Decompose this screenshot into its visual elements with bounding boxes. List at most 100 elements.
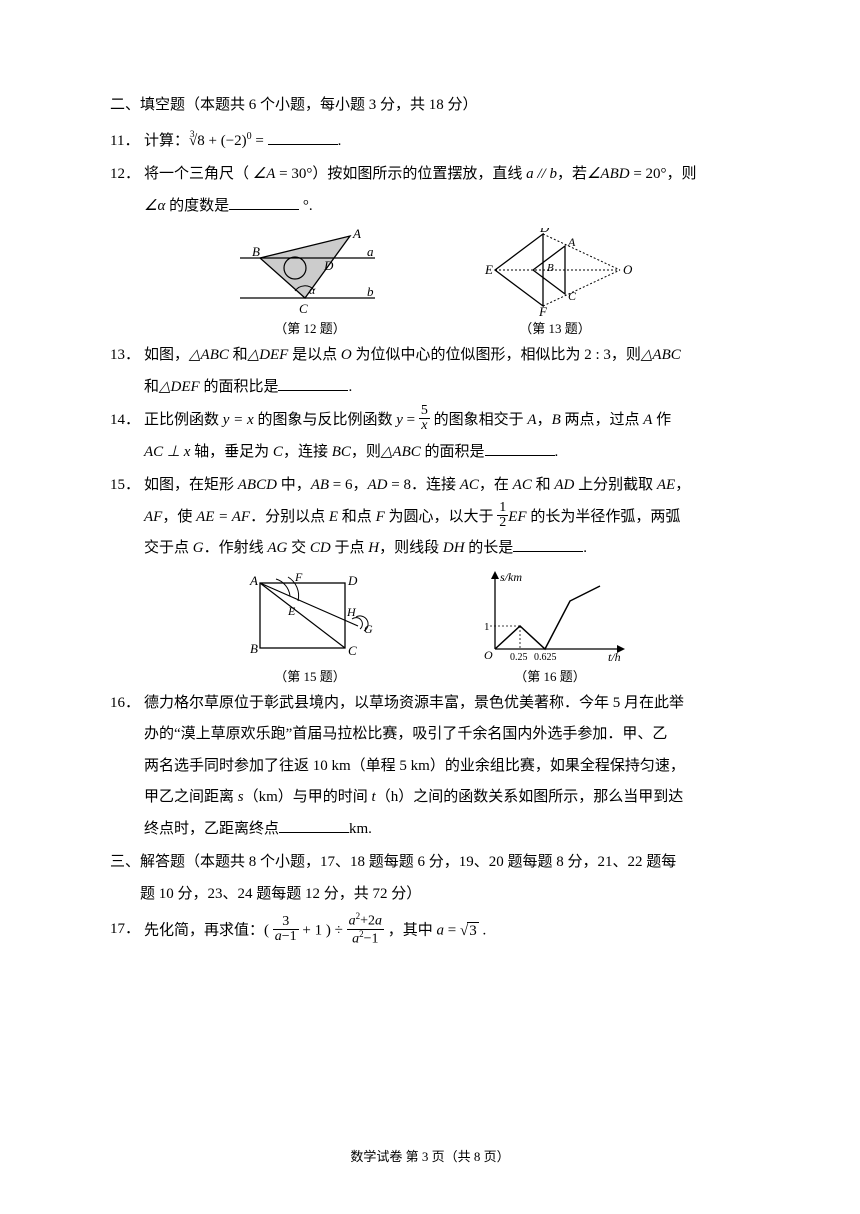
t: 的面积比是 <box>200 379 279 395</box>
t: ，连接 <box>283 444 332 460</box>
t: △ABC <box>381 444 421 460</box>
t: EF <box>508 509 526 525</box>
t: F <box>376 509 385 525</box>
t: △ABC <box>641 347 681 363</box>
svg-text:O: O <box>623 262 633 277</box>
t: E <box>329 509 338 525</box>
t: . <box>555 444 559 460</box>
t: O <box>341 347 352 363</box>
t: △DEF <box>248 347 289 363</box>
t: ABCD <box>238 477 277 493</box>
q12-number: 12． <box>110 159 144 222</box>
t: y <box>396 412 403 428</box>
t: = 6， <box>329 477 367 493</box>
q15-number: 15． <box>110 470 144 565</box>
t: 于点 <box>331 540 369 556</box>
q16-blank[interactable] <box>279 817 349 833</box>
q15-blank[interactable] <box>513 536 583 552</box>
svg-text:A: A <box>352 228 361 241</box>
s3h2: 题 10 分，23、24 题每题 12 分，共 72 分） <box>110 886 421 902</box>
figure-13: A B C D E F O （第 13 题） <box>475 228 635 338</box>
question-15: 15． 如图，在矩形 ABCD 中，AB = 6，AD = 8．连接 AC，在 … <box>110 470 760 565</box>
question-11: 11． 计算：3√8 + (−2)0 = . <box>110 126 760 158</box>
t: AE <box>657 477 675 493</box>
t: 的图象相交于 <box>430 412 528 428</box>
svg-text:E: E <box>484 262 493 277</box>
svg-text:t/h: t/h <box>608 650 621 664</box>
t: H <box>368 540 379 556</box>
svg-text:B: B <box>252 244 260 259</box>
svg-text:b: b <box>367 284 374 299</box>
t: 上分别截取 <box>574 477 657 493</box>
q17-body: 先化简，再求值：( 3a−1 + 1 ) ÷ a2+2aa2−1 ，其中 a =… <box>144 914 760 948</box>
t: ，其中 <box>384 923 437 939</box>
q12-abd: ∠ABD <box>587 166 630 182</box>
t: G <box>193 540 204 556</box>
page-footer: 数学试卷 第 3 页（共 8 页） <box>0 1143 860 1170</box>
q17-number: 17． <box>110 914 144 948</box>
figure-16: s/km t/h O 1 0.25 0.625 （第 16 题） <box>470 571 630 686</box>
q11-number: 11． <box>110 126 144 158</box>
svg-text:C: C <box>348 643 357 658</box>
t: = 8．连接 <box>388 477 460 493</box>
q12-ab: a // b <box>526 166 557 182</box>
t: AC ⊥ x <box>144 444 190 460</box>
t: ， <box>675 477 690 493</box>
section-2-header: 二、填空题（本题共 6 个小题，每小题 3 分，共 18 分） <box>110 90 760 122</box>
t: 为位似中心的位似图形，相似比为 2 : 3，则 <box>352 347 641 363</box>
t: 的图象与反比例函数 <box>254 412 397 428</box>
t: ，在 <box>479 477 513 493</box>
q14-blank[interactable] <box>485 440 555 456</box>
svg-text:F: F <box>294 571 303 584</box>
fraction-icon: a2+2aa2−1 <box>347 912 384 946</box>
q11-tail: + (−2) <box>205 133 247 149</box>
section-3-header: 三、解答题（本题共 8 个小题，17、18 题每题 6 分，19、20 题每题 … <box>110 847 760 910</box>
question-14: 14． 正比例函数 y = x 的图象与反比例函数 y = 5x 的图象相交于 … <box>110 405 760 468</box>
t: AE = AF <box>196 509 250 525</box>
t: a <box>437 923 445 939</box>
t: ，则线段 <box>379 540 443 556</box>
svg-text:C: C <box>568 289 577 303</box>
q12-t: 将一个三角尺（ <box>144 166 253 182</box>
t: 两点，过点 <box>561 412 644 428</box>
q15-body: 如图，在矩形 ABCD 中，AB = 6，AD = 8．连接 AC，在 AC 和… <box>144 470 760 565</box>
s3h1: 三、解答题（本题共 8 个小题，17、18 题每题 6 分，19、20 题每题 … <box>110 854 676 870</box>
svg-text:1: 1 <box>484 621 490 633</box>
t: ，使 <box>162 509 196 525</box>
t: 先化简，再求值：( <box>144 923 273 939</box>
svg-text:s/km: s/km <box>500 571 522 584</box>
fraction-icon: 3a−1 <box>273 915 299 944</box>
t: 两名选手同时参加了往返 10 km（单程 5 km）的业余组比赛，如果全程保持匀… <box>144 758 685 774</box>
q13-blank[interactable] <box>278 375 348 391</box>
t: ．分别以点 <box>250 509 329 525</box>
t: 和 <box>229 347 248 363</box>
svg-text:A: A <box>567 235 576 249</box>
svg-text:O: O <box>484 648 493 662</box>
t: 的长是 <box>465 540 514 556</box>
svg-text:E: E <box>287 604 296 618</box>
t: = <box>403 412 419 428</box>
t: AG <box>267 540 287 556</box>
figure-15: A B C D E F G H （第 15 题） <box>240 571 380 686</box>
svg-text:D: D <box>539 228 550 235</box>
t: . <box>479 923 487 939</box>
q11-blank[interactable] <box>268 129 338 145</box>
t: AC <box>513 477 532 493</box>
t: 和 <box>144 379 159 395</box>
q12-angleA: ∠A <box>253 166 276 182</box>
q12-blank[interactable] <box>229 194 299 210</box>
t: 轴，垂足为 <box>190 444 273 460</box>
t: DH <box>443 540 465 556</box>
q12-body: 将一个三角尺（ ∠A = 30°）按如图所示的位置摆放，直线 a // b，若∠… <box>144 159 760 222</box>
svg-text:G: G <box>364 622 373 636</box>
q11-period: . <box>338 133 342 149</box>
t: 是以点 <box>288 347 341 363</box>
t: 甲乙之间距离 <box>144 789 238 805</box>
figure-15-caption: （第 15 题） <box>240 668 380 686</box>
t: 和点 <box>338 509 376 525</box>
svg-text:A: A <box>249 573 258 588</box>
t: 为圆心，以大于 <box>385 509 498 525</box>
t: CD <box>310 540 331 556</box>
q12-t: ，若 <box>557 166 587 182</box>
q11-body: 计算：3√8 + (−2)0 = . <box>144 126 760 158</box>
